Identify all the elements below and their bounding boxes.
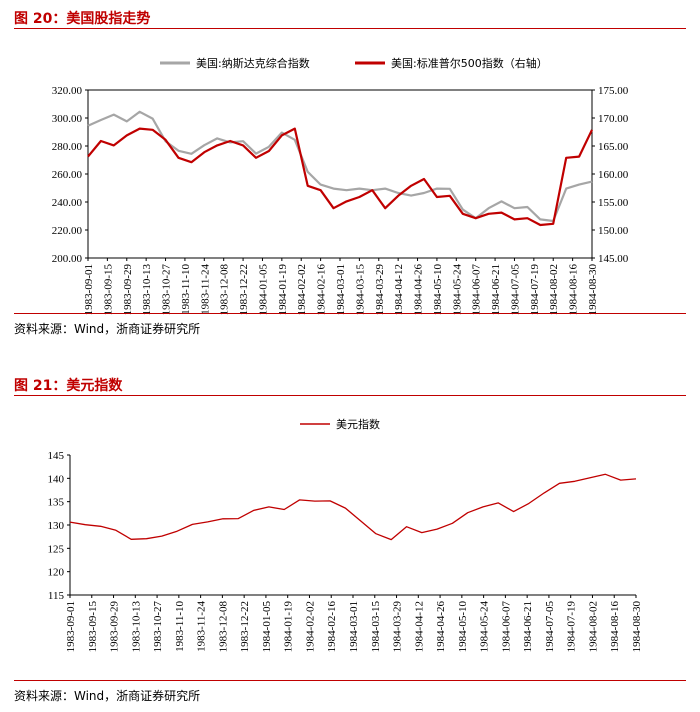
- x-tick-label: 1983-11-10: [180, 264, 192, 315]
- x-tick-label: 1984-06-21: [522, 601, 534, 652]
- x-tick-label: 1984-03-15: [370, 601, 382, 653]
- figure2-source: 资料来源：Wind，浙商证券研究所: [14, 689, 201, 703]
- x-tick-label: 1983-12-08: [217, 601, 229, 653]
- x-tick-label: 1984-02-02: [296, 264, 308, 315]
- x-tick-label: 1983-11-24: [199, 264, 211, 315]
- x-tick-label: 1983-10-13: [130, 601, 142, 653]
- x-tick-label: 1984-08-02: [587, 601, 599, 652]
- y-left-tick-label: 300.00: [52, 113, 83, 125]
- y-left-tick-label: 220.00: [52, 225, 83, 237]
- y-tick-label: 125: [48, 543, 65, 555]
- x-tick-label: 1983-09-01: [65, 601, 77, 652]
- y-left-tick-label: 280.00: [52, 141, 83, 153]
- x-tick-label: 1984-03-01: [348, 601, 360, 652]
- plot-frame: [87, 89, 593, 259]
- x-tick-label: 1983-09-15: [87, 601, 99, 653]
- x-tick-label: 1984-01-19: [277, 264, 289, 316]
- figure1-title: 图 20：美国股指走势: [14, 11, 151, 27]
- x-tick-label: 1983-10-27: [152, 601, 164, 653]
- x-tick-label: 1984-02-16: [316, 264, 328, 316]
- x-tick-label: 1984-07-19: [529, 264, 541, 316]
- x-tick-label: 1984-06-21: [490, 264, 502, 315]
- x-tick-label: 1984-05-10: [432, 264, 444, 316]
- x-tick-label: 1984-04-26: [413, 264, 425, 316]
- x-tick-label: 1984-02-02: [304, 601, 316, 652]
- legend-label-sp500: 美国:标准普尔500指数（右轴）: [391, 56, 548, 70]
- y-tick-label: 135: [48, 497, 65, 509]
- x-tick-label: 1984-03-29: [392, 601, 404, 653]
- y-right-tick-label: 160.00: [598, 169, 629, 181]
- legend-label-nasdaq: 美国:纳斯达克综合指数: [196, 56, 310, 70]
- x-tick-label: 1984-01-05: [261, 601, 273, 653]
- x-tick-label: 1984-08-30: [587, 264, 599, 316]
- y-right-tick-label: 170.00: [598, 113, 629, 125]
- figure2-title-rule: [14, 395, 686, 396]
- y-left-tick-label: 240.00: [52, 197, 83, 209]
- y-tick-label: 130: [48, 520, 65, 532]
- y-tick-label: 115: [48, 590, 65, 602]
- y-right-tick-label: 150.00: [598, 225, 629, 237]
- x-tick-label: 1983-09-01: [83, 264, 95, 315]
- figure1-title-rule: [14, 28, 686, 29]
- x-tick-label: 1984-08-16: [568, 264, 580, 316]
- x-tick-label: 1984-07-05: [544, 601, 556, 653]
- y-tick-label: 145: [48, 450, 65, 462]
- x-tick-label: 1983-12-22: [238, 264, 250, 315]
- x-tick-label: 1984-07-19: [566, 601, 578, 653]
- y-left-tick-label: 260.00: [52, 169, 83, 181]
- y-right-tick-label: 155.00: [598, 197, 629, 209]
- x-tick-label: 1984-02-16: [326, 601, 338, 653]
- figure1-bottom-rule: [14, 313, 686, 314]
- x-tick-label: 1984-04-26: [435, 601, 447, 653]
- x-tick-label: 1984-03-01: [335, 264, 347, 315]
- x-tick-label: 1984-05-24: [451, 264, 463, 316]
- x-tick-label: 1984-04-12: [413, 601, 425, 652]
- stock-index-chart: 美国:纳斯达克综合指数 美国:标准普尔500指数（右轴） 320.00 300.00 2…: [52, 56, 629, 316]
- x-tick-label: 1984-08-30: [631, 601, 643, 653]
- x-tick-label: 1984-08-02: [548, 264, 560, 315]
- x-tick-label: 1984-03-29: [374, 264, 386, 316]
- y-left-tick-label: 200.00: [52, 253, 83, 265]
- x-tick-label: 1983-10-13: [141, 264, 153, 316]
- x-tick-label: 1983-11-10: [174, 601, 186, 652]
- x-tick-label: 1983-10-27: [161, 264, 173, 316]
- x-tick-label: 1983-11-24: [196, 601, 208, 652]
- y-tick-label: 120: [48, 567, 65, 579]
- nasdaq-series-line: [87, 110, 593, 223]
- y-tick-label: 140: [48, 473, 65, 485]
- x-tick-label: 1984-04-12: [393, 264, 405, 315]
- x-tick-label: 1984-07-05: [509, 264, 521, 316]
- x-tick-label: 1984-08-16: [609, 601, 621, 653]
- figure2-bottom-rule: [14, 680, 686, 681]
- figure1-source: 资料来源：Wind，浙商证券研究所: [14, 322, 201, 336]
- x-tick-label: 1983-12-08: [219, 264, 231, 316]
- y-right-tick-label: 175.00: [598, 85, 629, 97]
- x-tick-label: 1984-03-15: [354, 264, 366, 316]
- x-tick-label: 1984-01-05: [257, 264, 269, 316]
- legend-label-dollar: 美元指数: [336, 417, 380, 431]
- figure2-title: 图 21：美元指数: [14, 378, 123, 394]
- x-tick-label: 1983-09-29: [122, 264, 134, 316]
- y-right-tick-label: 145.00: [598, 253, 629, 265]
- dollar-index-series-line: [69, 473, 637, 541]
- y-left-tick-label: 320.00: [52, 85, 83, 97]
- x-tick-label: 1984-05-10: [457, 601, 469, 653]
- sp500-series-line: [87, 127, 593, 227]
- y-right-tick-label: 165.00: [598, 141, 629, 153]
- x-tick-label: 1984-06-07: [471, 264, 483, 316]
- x-tick-label: 1983-12-22: [239, 601, 251, 652]
- x-tick-label: 1983-09-15: [102, 264, 114, 316]
- x-tick-label: 1984-05-24: [479, 601, 491, 653]
- x-tick-label: 1983-09-29: [109, 601, 121, 653]
- x-tick-label: 1984-06-07: [500, 601, 512, 653]
- x-tick-label: 1984-01-19: [283, 601, 295, 653]
